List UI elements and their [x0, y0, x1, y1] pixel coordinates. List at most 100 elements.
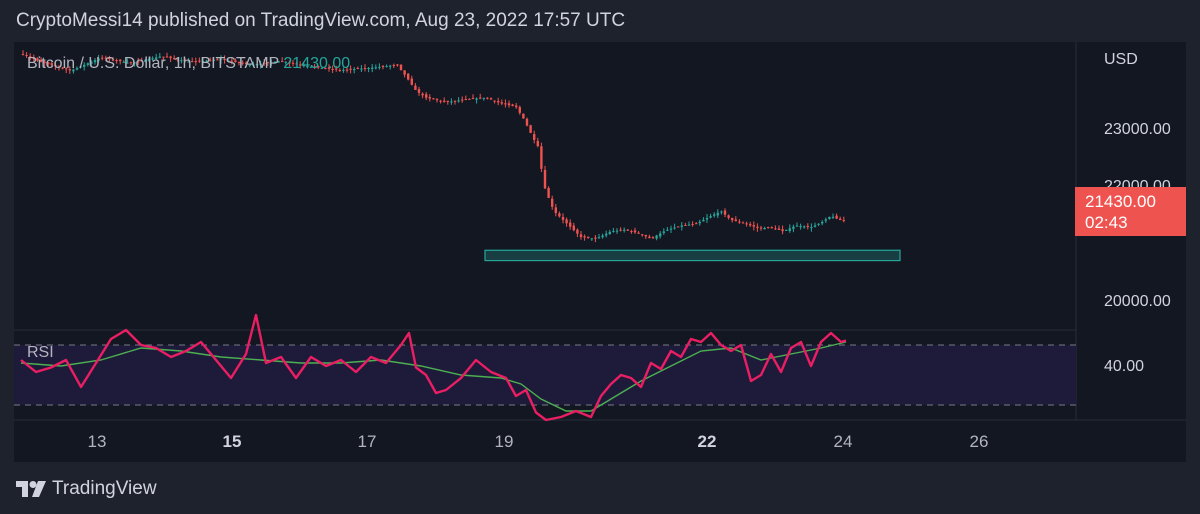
candle-body: [79, 66, 82, 68]
candle-body: [104, 57, 107, 59]
candle-body: [230, 60, 233, 62]
candle-body: [410, 78, 413, 85]
candle-body: [623, 229, 626, 231]
candle-body: [734, 219, 737, 222]
publish-header: CryptoMessi14 published on TradingView.c…: [16, 10, 626, 31]
candle-body: [345, 69, 349, 71]
candle-body: [360, 68, 363, 70]
tradingview-logo-icon: [16, 481, 46, 497]
candle-body: [205, 60, 208, 62]
candle-body: [720, 211, 723, 213]
candle-body: [471, 98, 475, 100]
candle-body: [309, 66, 313, 68]
candle-body: [36, 58, 39, 61]
candle-body: [817, 223, 820, 225]
candle-body: [691, 223, 694, 225]
candle-body: [687, 224, 691, 226]
candle-body: [507, 103, 511, 106]
currency-label: USD: [1104, 51, 1138, 68]
candle-body: [284, 61, 287, 63]
candle-body: [659, 233, 662, 237]
candle-body: [115, 60, 118, 62]
candle-body: [662, 231, 665, 233]
candle-body: [216, 59, 219, 61]
candle-body: [777, 228, 781, 230]
candle-body: [561, 216, 565, 220]
candle-body: [111, 59, 115, 61]
candle-body: [612, 231, 615, 233]
candle-body: [763, 227, 766, 230]
candle-body: [698, 221, 701, 224]
candle-body: [799, 226, 802, 228]
candle-body: [273, 61, 277, 64]
footer[interactable]: TradingView: [16, 478, 157, 500]
candle-body: [767, 227, 770, 229]
time-axis-tick: 24: [833, 432, 853, 451]
candle-body: [72, 69, 75, 72]
candle-body: [504, 103, 507, 105]
candle-body: [533, 134, 536, 140]
rsi-line: [20, 313, 847, 422]
candle-body: [792, 226, 795, 229]
candle-body: [453, 100, 457, 102]
candle-body: [39, 60, 43, 63]
candle-body: [669, 228, 673, 230]
candle-body: [320, 67, 323, 69]
time-axis-tick: 17: [357, 432, 377, 451]
candle-body: [227, 60, 230, 62]
candle-body: [169, 56, 172, 59]
candle-body: [572, 225, 575, 231]
candle-body: [317, 65, 320, 68]
candle-body: [511, 104, 514, 107]
candle-body: [569, 222, 572, 227]
candle-body: [741, 222, 745, 224]
footer-brand: TradingView: [52, 478, 157, 499]
candle-body: [140, 60, 143, 62]
candle-body: [21, 53, 25, 55]
chart-pane[interactable]: Bitcoin / U.S. Dollar, 1h, BITSTAMP 2143…: [14, 42, 1186, 462]
candle-body: [194, 61, 197, 63]
candle-body: [839, 218, 842, 221]
candle-body: [381, 66, 385, 68]
candle-body: [331, 68, 334, 70]
candle-body: [702, 219, 705, 222]
candle-body: [745, 223, 748, 225]
candle-body: [151, 58, 154, 60]
chart-svg: [14, 42, 1186, 422]
candle-body: [558, 213, 561, 217]
candle-body: [731, 217, 734, 221]
candle-body: [515, 105, 518, 108]
candle-body: [705, 217, 709, 220]
candle-body: [374, 67, 377, 69]
candle-body: [666, 229, 669, 231]
candle-body: [500, 102, 503, 104]
candle-body: [461, 99, 464, 101]
candle-body: [252, 64, 255, 66]
candle-body: [803, 226, 806, 228]
candle-body: [219, 59, 223, 61]
candle-body: [162, 56, 165, 58]
candle-body: [43, 61, 46, 64]
candle-body: [126, 62, 129, 64]
candle-body: [191, 61, 194, 63]
candle-body: [439, 100, 442, 102]
candle-body: [626, 229, 629, 231]
candle-body: [93, 60, 97, 63]
candle-body: [597, 237, 601, 239]
candle-body: [385, 66, 388, 68]
candle-body: [248, 64, 251, 66]
candle-body: [259, 63, 262, 66]
candle-body: [518, 107, 521, 113]
candle-body: [335, 68, 338, 70]
candle-body: [378, 66, 381, 68]
candle-body: [158, 56, 161, 58]
candle-body: [101, 57, 104, 59]
candle-body: [813, 225, 817, 227]
candle-body: [327, 67, 331, 69]
candle-body: [486, 97, 489, 99]
candle-body: [396, 64, 399, 66]
symbol-last-price: 21430.00: [283, 55, 351, 72]
candle-body: [281, 61, 284, 63]
candle-body: [619, 229, 622, 231]
time-axis-tick: 22: [697, 432, 717, 451]
